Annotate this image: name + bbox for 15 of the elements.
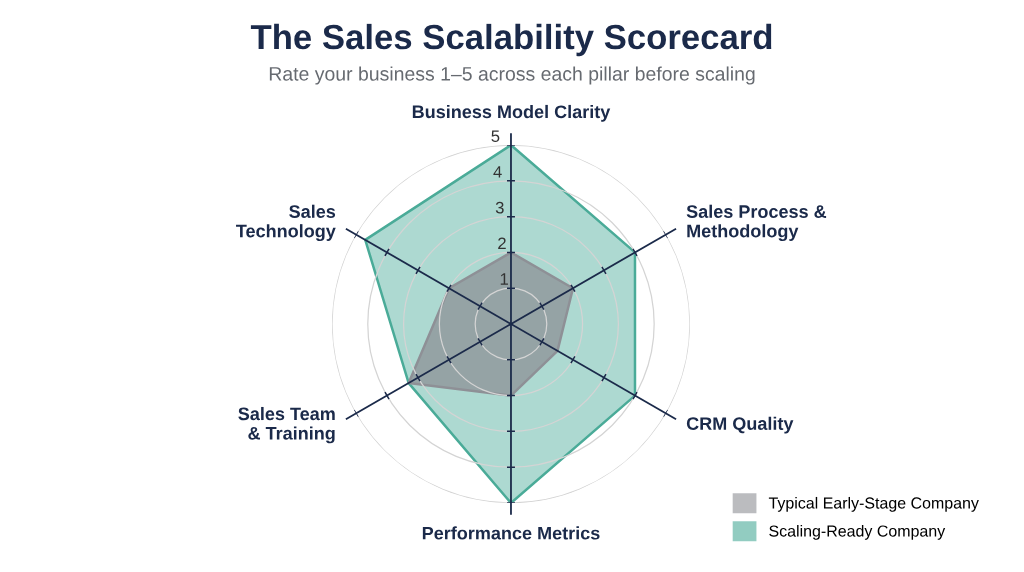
y-tick-label: 1 [500,273,508,285]
spoke-label: Sales Process & Methodology [686,204,827,242]
y-tick-label: 4 [493,166,502,178]
chart-title: The Sales Scalability Scorecard [250,23,772,57]
legend-label: Scaling-Ready Company [769,524,946,540]
spoke-label: Sales Technology [236,204,336,242]
y-tick-label: 5 [491,130,500,143]
spoke-label: Business Model Clarity [412,104,611,122]
chart-subtitle: Rate your business 1–5 across each pillar before scaling [269,66,755,85]
y-tick-label: 3 [495,201,504,214]
spoke-label: Sales Team & Training [238,406,335,444]
y-tick-label: 2 [498,237,506,250]
spoke-label: CRM Quality [686,416,794,434]
legend-label: Typical Early-Stage Company [768,496,979,512]
spoke-label: Performance Metrics [422,526,600,540]
